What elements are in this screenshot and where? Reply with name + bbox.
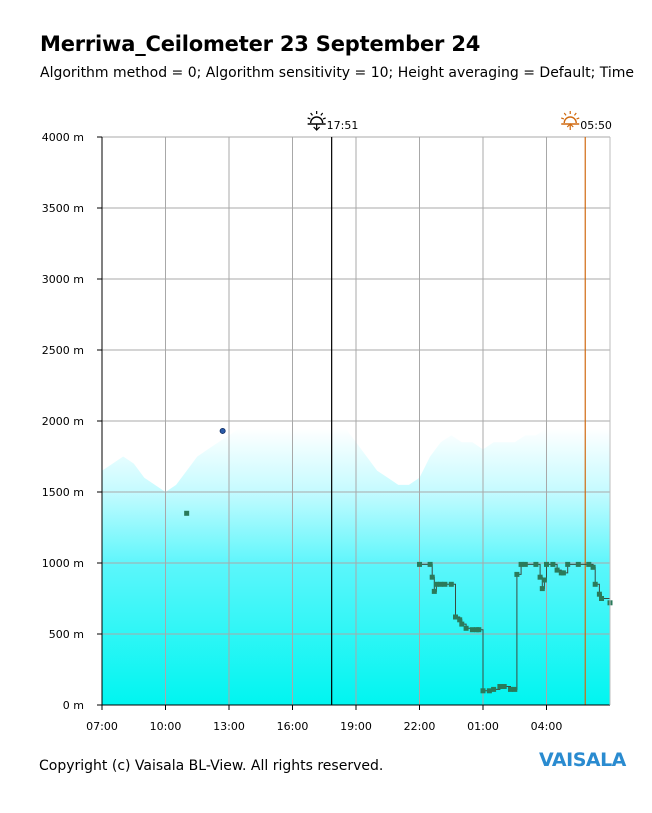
mixing-height-point [560, 570, 566, 576]
mixing-height-point [486, 688, 492, 694]
mixing-height-point [518, 561, 524, 567]
mixing-height-point [565, 561, 571, 567]
isolated-point [184, 510, 190, 516]
y-tick-label: 2500 m [42, 344, 84, 357]
mixing-height-point [457, 617, 463, 623]
mixing-height-point [537, 574, 543, 580]
mixing-height-point [541, 577, 547, 583]
x-tick-label: 04:00 [531, 720, 563, 733]
mixing-height-point [586, 561, 592, 567]
mixing-height-point [544, 561, 549, 567]
x-tick-label: 16:00 [277, 720, 309, 733]
sun-arc [309, 116, 324, 124]
x-tick-label: 07:00 [86, 720, 118, 733]
y-tick-label: 2000 m [42, 415, 84, 428]
marker-time-label: 05:50 [580, 119, 612, 132]
x-tick-label: 19:00 [340, 720, 372, 733]
mixing-height-point [522, 561, 528, 567]
sun-ray [573, 112, 577, 116]
mixing-height-point [469, 627, 475, 633]
sun-ray [322, 117, 326, 120]
mixing-height-point [459, 621, 465, 627]
mixing-height-point [514, 571, 520, 577]
mixing-height-point [476, 627, 482, 633]
mixing-height-point [501, 684, 507, 689]
sunrise-icon [561, 111, 580, 130]
y-tick-label: 3500 m [42, 202, 84, 215]
sun-ray [310, 112, 313, 116]
mixing-height-point [438, 581, 444, 587]
sun-ray [563, 112, 567, 116]
mixing-height-point [427, 561, 433, 567]
mixing-height-point [417, 561, 422, 567]
mixing-height-point [539, 586, 545, 592]
mixing-height-point [463, 625, 469, 631]
y-tick-label: 3000 m [42, 273, 84, 286]
chart-title: Merriwa_Ceilometer 23 September 24 [40, 32, 481, 56]
x-tick-label: 22:00 [404, 720, 436, 733]
sun-arc [563, 116, 577, 124]
mixing-height-point [575, 561, 581, 567]
sun-arrow [313, 124, 321, 131]
mixing-height-point [599, 596, 604, 601]
mixing-height-point [512, 686, 518, 692]
mixing-height-point [429, 574, 435, 580]
mixing-height-point [433, 581, 439, 587]
copyright-footer: Copyright (c) Vaisala BL-View. All right… [39, 758, 384, 774]
mixing-height-point [431, 588, 437, 594]
isolated-point [219, 427, 226, 434]
y-tick-label: 0 m [63, 699, 84, 712]
mixing-height-point [442, 581, 448, 587]
mixing-height-point [508, 686, 513, 692]
sun-ray [576, 117, 580, 120]
mixing-height-point [480, 688, 486, 694]
mixing-height-point [448, 581, 454, 587]
mixing-height-point [533, 561, 539, 567]
y-tick-label: 1000 m [42, 557, 84, 570]
x-tick-label: 10:00 [150, 720, 182, 733]
vaisala-logo: VAISALA [539, 749, 626, 771]
y-tick-label: 500 m [49, 628, 84, 641]
x-tick-label: 01:00 [467, 720, 499, 733]
mixing-height-point [590, 564, 596, 570]
sun-ray [561, 117, 565, 120]
mixing-height-point [491, 686, 497, 692]
mixing-height-point [592, 581, 598, 587]
mixing-height-point [453, 614, 458, 620]
y-tick-label: 4000 m [42, 131, 84, 144]
mixing-height-point [550, 561, 556, 567]
mixing-height-point [554, 567, 560, 573]
mixing-height-point [596, 591, 602, 597]
y-tick-label: 1500 m [42, 486, 84, 499]
sun-ray [307, 117, 311, 120]
chart-subtitle: Algorithm method = 0; Algorithm sensitiv… [40, 65, 634, 81]
x-tick-label: 13:00 [213, 720, 245, 733]
marker-time-label: 17:51 [327, 119, 359, 132]
mixing-height-point [497, 684, 503, 689]
sun-ray [320, 112, 324, 116]
sunset-icon [307, 111, 326, 131]
sun-arrow [566, 123, 574, 130]
